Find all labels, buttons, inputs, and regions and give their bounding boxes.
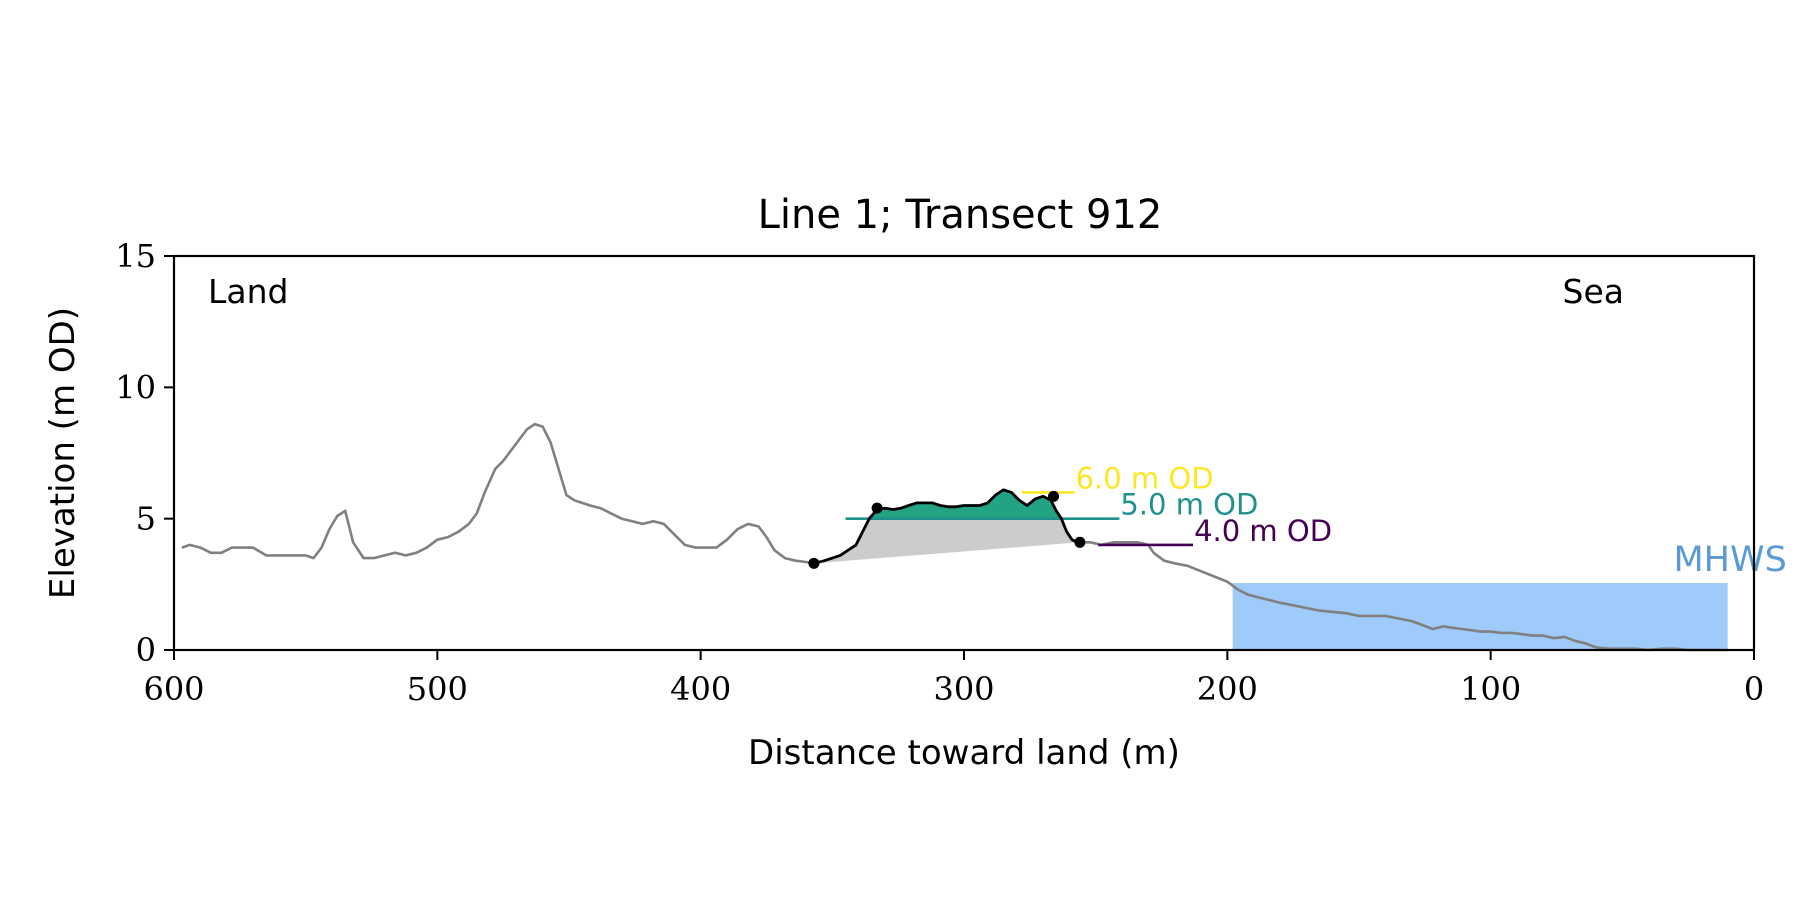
x-tick-label-500: 500 [407,670,468,708]
level-label-40: 4.0 m OD [1194,514,1332,548]
x-tick-label-100: 100 [1460,670,1521,708]
profile-line-landward [181,422,820,565]
plot-area: MHWS 6.0 m OD5.0 m OD4.0 m OD [181,422,1787,652]
y-tick-label-10: 10 [115,368,156,406]
chart-title: Line 1; Transect 912 [758,192,1163,238]
y-axis-label: Elevation (m OD) [43,307,83,599]
y-tick-label-0: 0 [136,631,156,669]
x-tick-label-400: 400 [670,670,731,708]
y-tick-label-5: 5 [136,500,156,538]
mhws-label: MHWS [1673,540,1786,580]
level-label-60: 6.0 m OD [1076,461,1214,495]
y-axis: 0 5 10 15 [115,237,174,669]
dune-point-1 [808,557,820,569]
x-tick-label-300: 300 [933,670,994,708]
x-axis: 600 500 400 300 200 100 0 [143,650,1764,708]
profile-line-seaward [1077,540,1728,652]
mhws-area [1232,583,1728,650]
level-label-50: 5.0 m OD [1120,488,1258,522]
x-tick-label-600: 600 [143,670,204,708]
dune-profile-line [813,488,1078,565]
x-tick-label-0: 0 [1744,670,1764,708]
dune-point-2 [871,502,883,514]
y-tick-label-15: 15 [115,237,156,275]
x-axis-label: Distance toward land (m) [748,733,1180,773]
dune-point-4 [1074,536,1086,548]
x-tick-label-200: 200 [1197,670,1258,708]
land-label: Land [208,272,288,311]
sea-label: Sea [1563,272,1624,311]
dune-volume-fill [869,489,1062,519]
dune-point-3 [1048,490,1060,502]
